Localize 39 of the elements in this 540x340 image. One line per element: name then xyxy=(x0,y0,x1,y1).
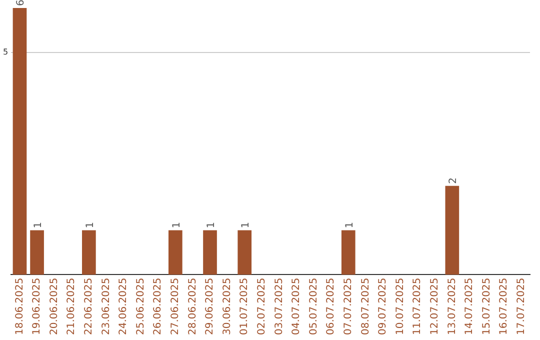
x-tick-label: 21.06.2025 xyxy=(66,278,78,336)
x-tick-label: 15.07.2025 xyxy=(481,278,492,336)
x-tick-label: 26.06.2025 xyxy=(152,278,164,336)
x-tick-label: 13.07.2025 xyxy=(446,278,458,336)
x-tick-label: 22.06.2025 xyxy=(84,278,95,336)
x-tick-label: 03.07.2025 xyxy=(274,278,285,336)
x-tick-label: 20.06.2025 xyxy=(48,278,60,336)
data-label: 1 xyxy=(171,222,182,228)
x-tick-label: 18.06.2025 xyxy=(14,278,26,336)
x-tick-label: 07.07.2025 xyxy=(342,278,354,336)
x-tick-label: 17.07.2025 xyxy=(516,278,527,336)
x-tick-label: 28.06.2025 xyxy=(187,278,198,336)
x-tick-label: 30.06.2025 xyxy=(222,278,233,336)
x-tick-label: 05.07.2025 xyxy=(308,278,320,336)
x-tick-label: 10.07.2025 xyxy=(394,278,406,336)
x-tick-label: 23.06.2025 xyxy=(100,278,112,336)
data-label: 6 xyxy=(16,0,27,6)
x-tick-label: 29.06.2025 xyxy=(204,278,216,336)
x-tick-label: 09.07.2025 xyxy=(378,278,389,336)
x-tick-label: 25.06.2025 xyxy=(135,278,146,336)
x-tick-label: 12.07.2025 xyxy=(429,278,440,336)
y-tick-label: 5 xyxy=(2,48,8,57)
x-tick-label: 08.07.2025 xyxy=(360,278,372,336)
x-tick-label: 02.07.2025 xyxy=(256,278,268,336)
data-label: 1 xyxy=(33,222,44,228)
x-tick-label: 24.06.2025 xyxy=(118,278,130,336)
data-label: 1 xyxy=(344,222,356,228)
data-label: 1 xyxy=(206,222,218,228)
x-tick-label: 14.07.2025 xyxy=(464,278,476,336)
x-tick-label: 04.07.2025 xyxy=(291,278,302,336)
x-tick-label: 27.06.2025 xyxy=(170,278,182,336)
x-tick-label: 11.07.2025 xyxy=(412,278,424,336)
x-tick-label: 19.06.2025 xyxy=(32,278,43,336)
data-label: 1 xyxy=(84,222,96,228)
data-label: 2 xyxy=(448,177,460,184)
x-tick-label: 01.07.2025 xyxy=(239,278,250,336)
x-tick-label: 16.07.2025 xyxy=(498,278,510,336)
data-label: 1 xyxy=(240,222,252,228)
x-tick-label: 06.07.2025 xyxy=(326,278,337,336)
